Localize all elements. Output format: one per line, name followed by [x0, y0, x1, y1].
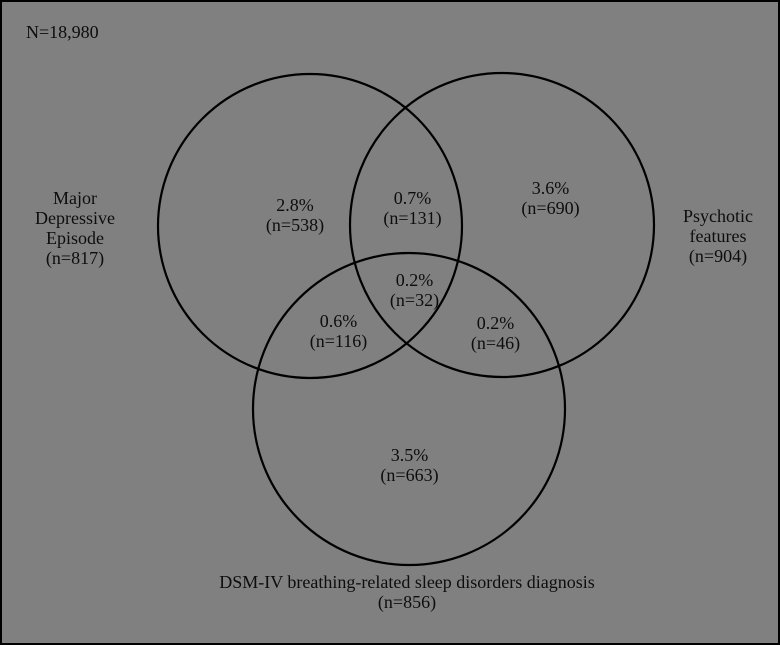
set-label-psychotic-features: Psychotic features (n=904)	[658, 206, 778, 266]
set-label-line: Episode	[46, 228, 104, 248]
set-label-line: DSM-IV breathing-related sleep disorders…	[219, 572, 595, 592]
set-n-label: (n=817)	[45, 248, 105, 268]
region-count: (n=663)	[380, 465, 439, 485]
region-percent: 3.6%	[531, 178, 570, 198]
region-percent: 3.5%	[390, 445, 429, 465]
circle-psychotic-features	[348, 71, 656, 379]
circle-major-depressive-episode	[156, 72, 464, 380]
region-percent: 0.2%	[476, 313, 515, 333]
region-psychotic-only: 3.6% (n=690)	[498, 178, 603, 218]
set-label-line: features	[689, 226, 747, 246]
region-percent: 2.8%	[276, 195, 314, 215]
region-mde-and-sleep: 0.6% (n=116)	[286, 311, 391, 351]
set-label-line: Depressive	[35, 208, 115, 228]
set-n-label: (n=856)	[377, 592, 437, 612]
region-all-three: 0.2% (n=32)	[362, 270, 467, 310]
set-label-major-depressive-episode: Major Depressive Episode (n=817)	[15, 188, 135, 268]
region-sleep-only: 3.5% (n=663)	[357, 445, 462, 485]
region-percent: 0.7%	[393, 188, 432, 208]
region-psychotic-and-sleep: 0.2% (n=46)	[443, 313, 548, 353]
region-count: (n=46)	[470, 333, 521, 353]
region-percent: 0.2%	[395, 270, 434, 290]
set-label-sleep-disorders: DSM-IV breathing-related sleep disorders…	[92, 572, 722, 612]
total-sample-label: N=18,980	[26, 22, 99, 42]
region-mde-and-psychotic: 0.7% (n=131)	[360, 188, 465, 228]
region-count: (n=116)	[309, 331, 368, 351]
region-count: (n=32)	[389, 290, 440, 310]
circle-sleep-disorders	[251, 251, 567, 567]
region-count: (n=131)	[383, 208, 442, 228]
set-label-line: Psychotic	[683, 206, 753, 226]
region-count: (n=690)	[521, 198, 580, 218]
set-n-label: (n=904)	[688, 246, 748, 266]
region-percent: 0.6%	[319, 311, 358, 331]
region-count: (n=538)	[265, 215, 325, 235]
region-mde-only: 2.8% (n=538)	[245, 195, 345, 235]
set-label-line: Major	[53, 188, 97, 208]
